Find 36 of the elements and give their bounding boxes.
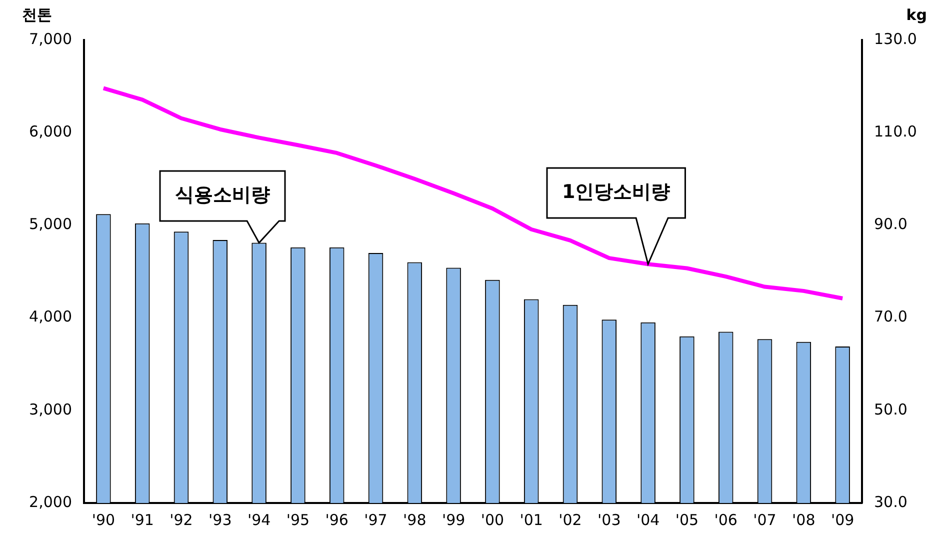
x-tick-label: '07 (753, 510, 776, 529)
x-tick-label: '09 (830, 510, 854, 529)
x-tick-label: '08 (792, 510, 816, 529)
x-tick-label: '01 (520, 510, 543, 529)
y-tick-label: 7,000 (29, 30, 72, 48)
x-tick-label: '98 (403, 510, 426, 529)
x-tick-label: '06 (714, 510, 738, 529)
x-tick-label: '93 (208, 510, 232, 529)
y-axis-title: 천톤 (22, 6, 52, 25)
y-tick-label: 3,000 (29, 400, 72, 418)
y2-tick-label: 30.0 (874, 492, 908, 511)
y2-tick-label: 130.0 (874, 30, 917, 48)
x-tick-label: '02 (558, 510, 582, 529)
x-tick-label: '94 (247, 510, 271, 529)
x-tick-label: '05 (675, 510, 699, 529)
y-tick-label: 6,000 (29, 122, 72, 140)
y2-tick-label: 110.0 (874, 122, 917, 140)
y-tick-label: 2,000 (29, 492, 72, 511)
x-tick-label: '90 (92, 510, 116, 529)
y2-axis-title: kg (906, 6, 927, 24)
y2-tick-label: 50.0 (874, 400, 908, 418)
x-tick-label: '95 (286, 510, 310, 529)
y-tick-label: 4,000 (29, 308, 72, 326)
y2-tick-label: 90.0 (874, 215, 908, 234)
x-tick-label: '96 (325, 510, 348, 529)
y-tick-label: 5,000 (29, 215, 72, 234)
series-label: 식용소비량 (175, 184, 270, 206)
x-tick-label: '92 (170, 510, 193, 529)
x-tick-label: '91 (130, 510, 154, 529)
x-tick-label: '99 (442, 510, 466, 529)
x-tick-label: '00 (480, 510, 504, 529)
x-tick-label: '97 (364, 510, 388, 529)
y2-tick-label: 70.0 (874, 308, 908, 326)
x-tick-label: '04 (636, 510, 660, 529)
x-tick-label: '03 (598, 510, 621, 529)
series-label: 1인당소비량 (562, 180, 670, 203)
